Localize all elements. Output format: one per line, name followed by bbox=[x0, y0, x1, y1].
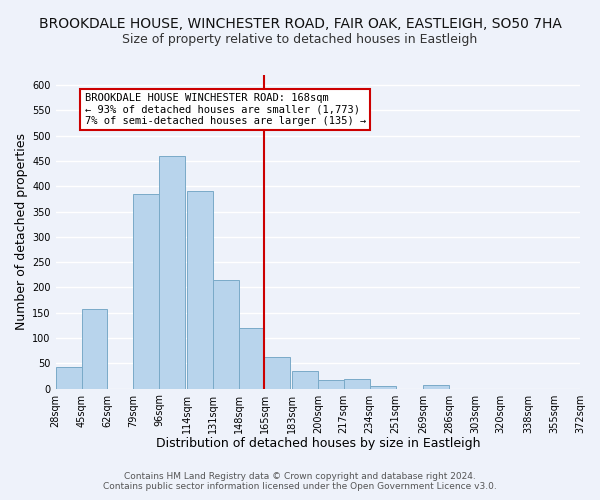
Bar bbox=[292, 371, 318, 388]
Bar bbox=[344, 379, 370, 388]
Text: Size of property relative to detached houses in Eastleigh: Size of property relative to detached ho… bbox=[122, 32, 478, 46]
X-axis label: Distribution of detached houses by size in Eastleigh: Distribution of detached houses by size … bbox=[155, 437, 480, 450]
Bar bbox=[370, 386, 395, 388]
Bar bbox=[423, 385, 449, 388]
Bar bbox=[56, 368, 82, 388]
Text: Contains HM Land Registry data © Crown copyright and database right 2024.: Contains HM Land Registry data © Crown c… bbox=[124, 472, 476, 481]
Text: BROOKDALE HOUSE, WINCHESTER ROAD, FAIR OAK, EASTLEIGH, SO50 7HA: BROOKDALE HOUSE, WINCHESTER ROAD, FAIR O… bbox=[38, 18, 562, 32]
Bar bbox=[187, 192, 212, 388]
Bar bbox=[82, 308, 107, 388]
Text: BROOKDALE HOUSE WINCHESTER ROAD: 168sqm
← 93% of detached houses are smaller (1,: BROOKDALE HOUSE WINCHESTER ROAD: 168sqm … bbox=[85, 92, 366, 126]
Bar bbox=[265, 357, 290, 388]
Text: Contains public sector information licensed under the Open Government Licence v3: Contains public sector information licen… bbox=[103, 482, 497, 491]
Y-axis label: Number of detached properties: Number of detached properties bbox=[15, 134, 28, 330]
Bar bbox=[133, 194, 160, 388]
Bar bbox=[318, 380, 344, 388]
Bar bbox=[160, 156, 185, 388]
Bar bbox=[212, 280, 239, 388]
Bar bbox=[239, 328, 265, 388]
